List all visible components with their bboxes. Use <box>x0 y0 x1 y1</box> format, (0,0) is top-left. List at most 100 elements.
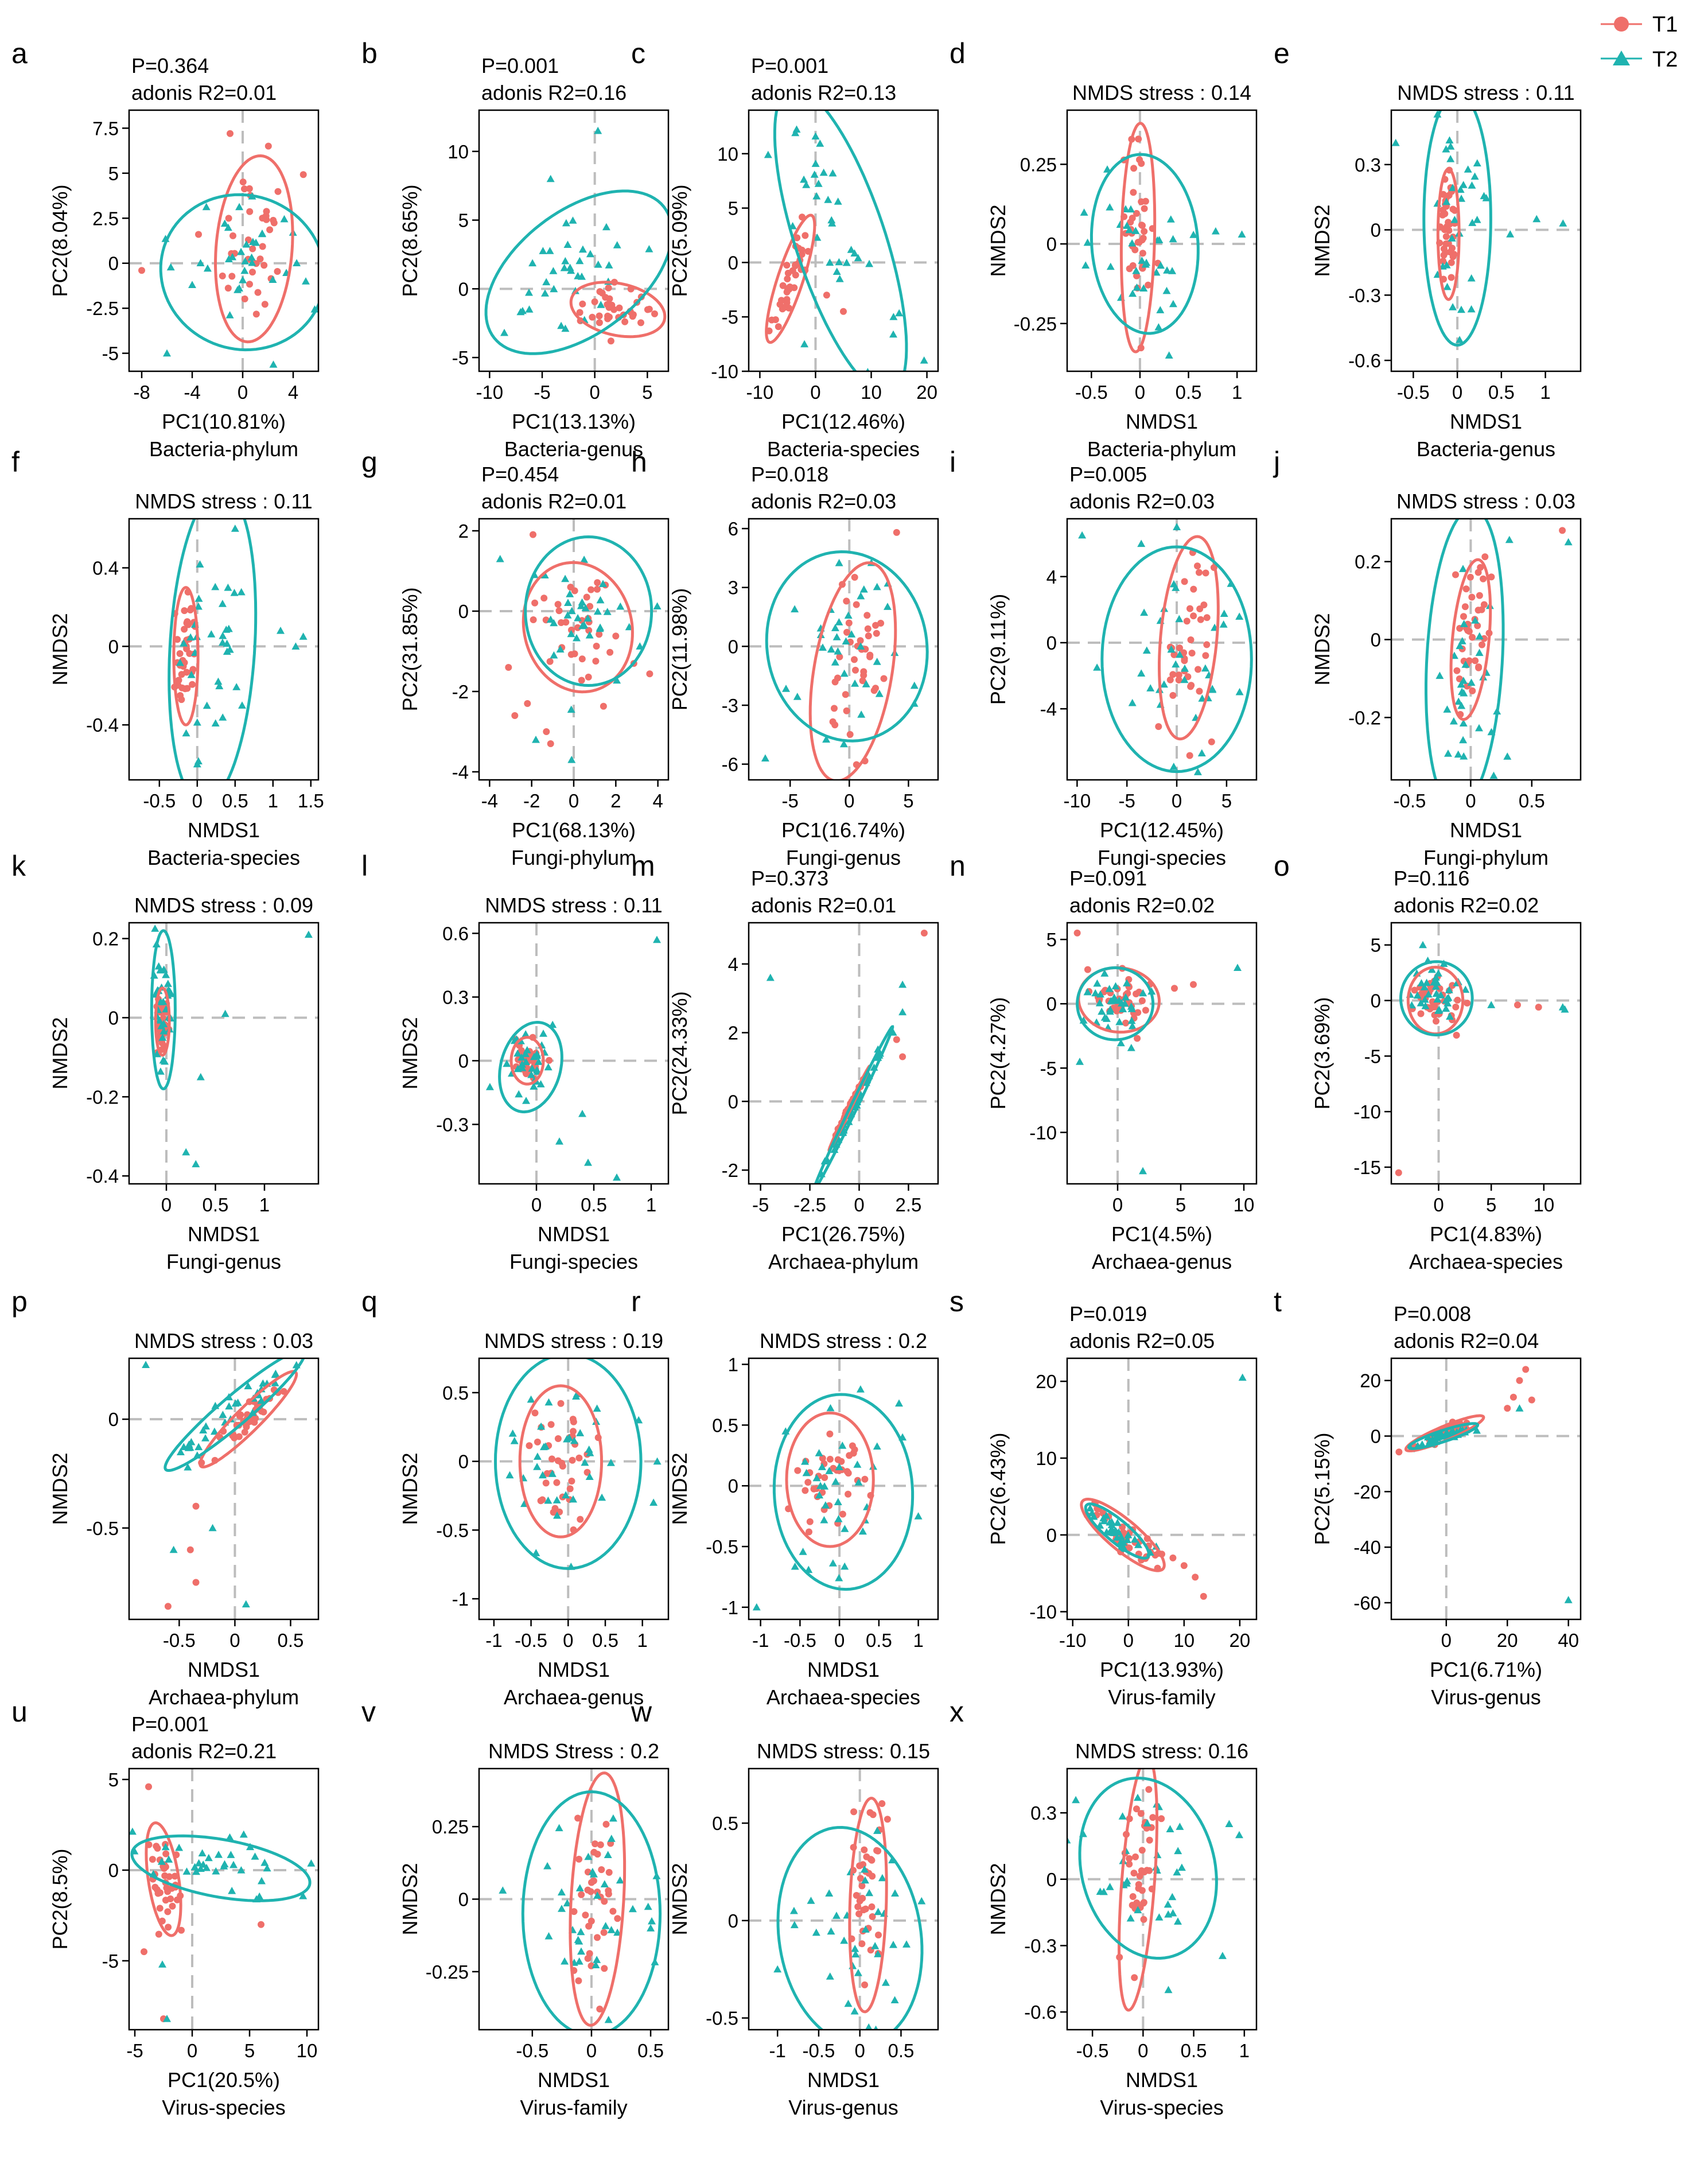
point-t1 <box>1130 189 1137 196</box>
ellipse-t2 <box>484 189 668 355</box>
point-t1 <box>802 1487 809 1494</box>
x-tick-label: 0 <box>1433 1194 1444 1215</box>
point-t2 <box>810 170 819 178</box>
point-t1 <box>192 1502 200 1510</box>
x-tick-label: -1 <box>769 2040 786 2061</box>
point-t2 <box>1431 973 1440 981</box>
point-t1 <box>1196 569 1203 576</box>
point-t1 <box>1175 677 1182 683</box>
point-t2 <box>192 1160 200 1168</box>
plot-frame <box>748 518 939 781</box>
point-t2 <box>1137 539 1146 547</box>
point-t2 <box>1116 1039 1125 1047</box>
point-t1 <box>1184 673 1192 681</box>
plot-area <box>129 1769 318 2030</box>
point-t1 <box>546 658 554 665</box>
x-tick-label: 5 <box>642 382 652 403</box>
point-t2 <box>248 258 256 266</box>
point-t1 <box>575 1977 582 1984</box>
point-t1 <box>1180 1562 1188 1569</box>
y-tick-label: -5 <box>102 343 119 364</box>
plot-frame <box>478 109 670 372</box>
point-t2 <box>215 682 224 690</box>
point-t1 <box>608 301 616 309</box>
point-t2 <box>574 1936 582 1944</box>
point-t2 <box>548 1470 557 1477</box>
point-t1 <box>1433 1017 1439 1025</box>
point-t2 <box>557 321 566 329</box>
point-t2 <box>203 264 212 272</box>
panel-g: g P=0.454 adonis R2=0.01 -4 -2 0 2 4 -4 -2 0 2 PC1(6… <box>361 446 670 869</box>
point-t2 <box>1564 538 1573 546</box>
point-t2 <box>1157 261 1165 269</box>
point-t2 <box>235 203 244 211</box>
point-t1 <box>577 1516 584 1523</box>
x-axis-label: NMDS1 <box>538 2068 610 2092</box>
point-t2 <box>561 574 570 582</box>
point-t2 <box>201 1434 209 1441</box>
point-t1 <box>263 208 270 215</box>
point-t2 <box>187 671 196 678</box>
point-t2 <box>1459 181 1468 188</box>
x-tick-label: 4 <box>652 790 663 811</box>
point-t1 <box>554 1457 562 1464</box>
point-t2 <box>583 614 592 622</box>
point-t1 <box>547 1421 555 1428</box>
point-t2 <box>575 1884 584 1891</box>
point-t2 <box>1443 705 1452 713</box>
y-axis-label: PC2(8.04%) <box>48 184 72 297</box>
point-t2 <box>782 685 790 692</box>
point-t2 <box>240 266 249 274</box>
point-t2 <box>577 601 585 609</box>
x-tick-label: 0.5 <box>637 2040 664 2061</box>
point-t2 <box>585 631 594 639</box>
ellipse-t1 <box>569 1771 627 2027</box>
point-t2 <box>814 180 823 187</box>
x-tick-label: 1 <box>1540 382 1550 403</box>
x-axis-label: NMDS1 <box>538 1658 610 1681</box>
point-t1 <box>1138 198 1145 205</box>
point-t2 <box>1127 1005 1136 1012</box>
point-t1 <box>589 313 596 321</box>
panel-subtitle: Archaea-phylum <box>149 1685 299 1709</box>
x-tick-label: -0.5 <box>1075 382 1108 403</box>
point-t2 <box>834 197 842 205</box>
point-t2 <box>1169 1909 1177 1917</box>
ellipse-t1 <box>1449 558 1492 721</box>
point-t1 <box>842 691 849 698</box>
point-t2 <box>1093 979 1102 987</box>
point-t2 <box>653 935 661 943</box>
point-t2 <box>513 1049 522 1057</box>
point-t1 <box>1442 233 1450 240</box>
point-t1 <box>568 626 575 634</box>
x-tick-label: -5 <box>126 2040 143 2061</box>
y-tick-label: -10 <box>1353 1101 1381 1122</box>
point-t2 <box>522 1030 530 1038</box>
point-t2 <box>616 1876 624 1884</box>
point-t1 <box>1395 1169 1402 1176</box>
x-axis-label: PC1(13.13%) <box>512 410 636 433</box>
point-t1 <box>241 1428 248 1436</box>
point-t2 <box>895 309 904 317</box>
ellipse-t2 <box>1090 153 1200 335</box>
point-t2 <box>578 245 587 253</box>
plot-area <box>129 923 318 1184</box>
point-t2 <box>594 126 602 134</box>
panel-v: v NMDS Stress : 0.2 -0.5 0 0.5 -0.25 0 0.25 NMDS… <box>361 1696 670 2119</box>
point-t1 <box>873 630 880 637</box>
point-t1 <box>874 1847 882 1855</box>
point-t2 <box>211 719 220 726</box>
point-t1 <box>1504 1405 1511 1412</box>
point-t2 <box>815 1449 823 1456</box>
point-t1 <box>162 1897 169 1904</box>
point-t2 <box>1430 978 1438 986</box>
plot-frame <box>128 518 320 781</box>
ellipse-t2 <box>1078 1776 1218 1960</box>
y-tick-label: 0.5 <box>712 1415 738 1436</box>
point-t2 <box>604 2015 613 2023</box>
point-t2 <box>1456 336 1464 343</box>
point-t2 <box>1564 1596 1573 1603</box>
plot-frame <box>748 1357 939 1621</box>
point-t2 <box>1417 999 1425 1007</box>
x-tick-label: -2 <box>523 790 540 811</box>
